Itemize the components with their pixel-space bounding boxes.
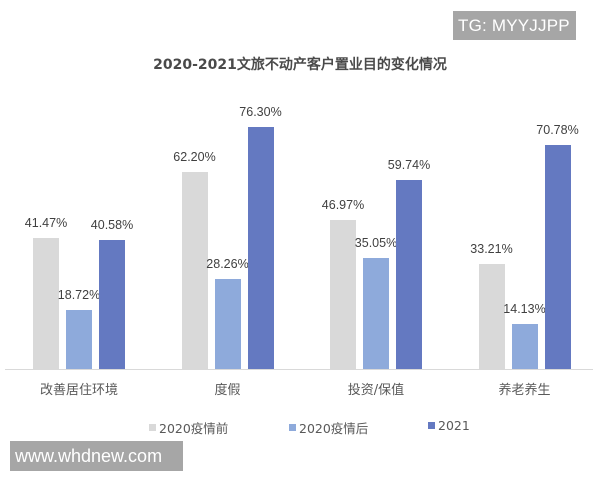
- bar: [511, 324, 538, 369]
- legend-label: 2020疫情后: [299, 421, 369, 436]
- bar: [247, 127, 274, 369]
- data-label: 40.58%: [90, 218, 134, 233]
- bar: [363, 257, 389, 369]
- watermark-top-right: TG: MYYJJPP: [453, 11, 576, 40]
- x-axis-line: [5, 369, 593, 370]
- category-label: 度假: [214, 383, 241, 398]
- data-label: 18.72%: [57, 287, 101, 302]
- chart-title: 2020-2021文旅不动产客户置业目的变化情况: [153, 57, 447, 73]
- category-label: 投资/保值: [347, 383, 405, 398]
- bar: [330, 220, 356, 369]
- data-label: 59.74%: [387, 157, 431, 172]
- watermark-bottom-left: www.whdnew.com: [10, 441, 183, 471]
- bar: [478, 263, 505, 369]
- data-label: 62.20%: [173, 149, 216, 164]
- data-label: 28.26%: [206, 257, 249, 272]
- legend-swatch-icon: [428, 422, 435, 429]
- data-label: 70.78%: [536, 122, 579, 137]
- data-label: 46.97%: [321, 198, 365, 213]
- data-label: 33.21%: [470, 241, 513, 256]
- legend-swatch-icon: [149, 424, 156, 431]
- data-label: 14.13%: [503, 302, 546, 317]
- bar: [396, 179, 422, 369]
- bar: [214, 279, 241, 369]
- bar: [99, 240, 125, 369]
- data-label: 41.47%: [24, 215, 68, 230]
- legend-swatch-icon: [289, 424, 296, 431]
- bar: [66, 309, 92, 369]
- category-label: 改善居住环境: [39, 383, 118, 398]
- legend-item: 2021: [428, 418, 470, 433]
- bar: [33, 237, 59, 369]
- data-label: 76.30%: [239, 105, 282, 120]
- data-label: 35.05%: [354, 235, 398, 250]
- legend-item: 2020疫情后: [289, 418, 368, 437]
- category-label: 养老养生: [498, 383, 551, 398]
- legend-label: 2021: [438, 418, 470, 433]
- bar: [181, 171, 208, 369]
- bar: [544, 144, 571, 369]
- legend-item: 2020疫情前: [149, 418, 228, 437]
- legend-label: 2020疫情前: [159, 421, 229, 436]
- legend: 2020疫情前 2020疫情后 2021: [0, 418, 600, 438]
